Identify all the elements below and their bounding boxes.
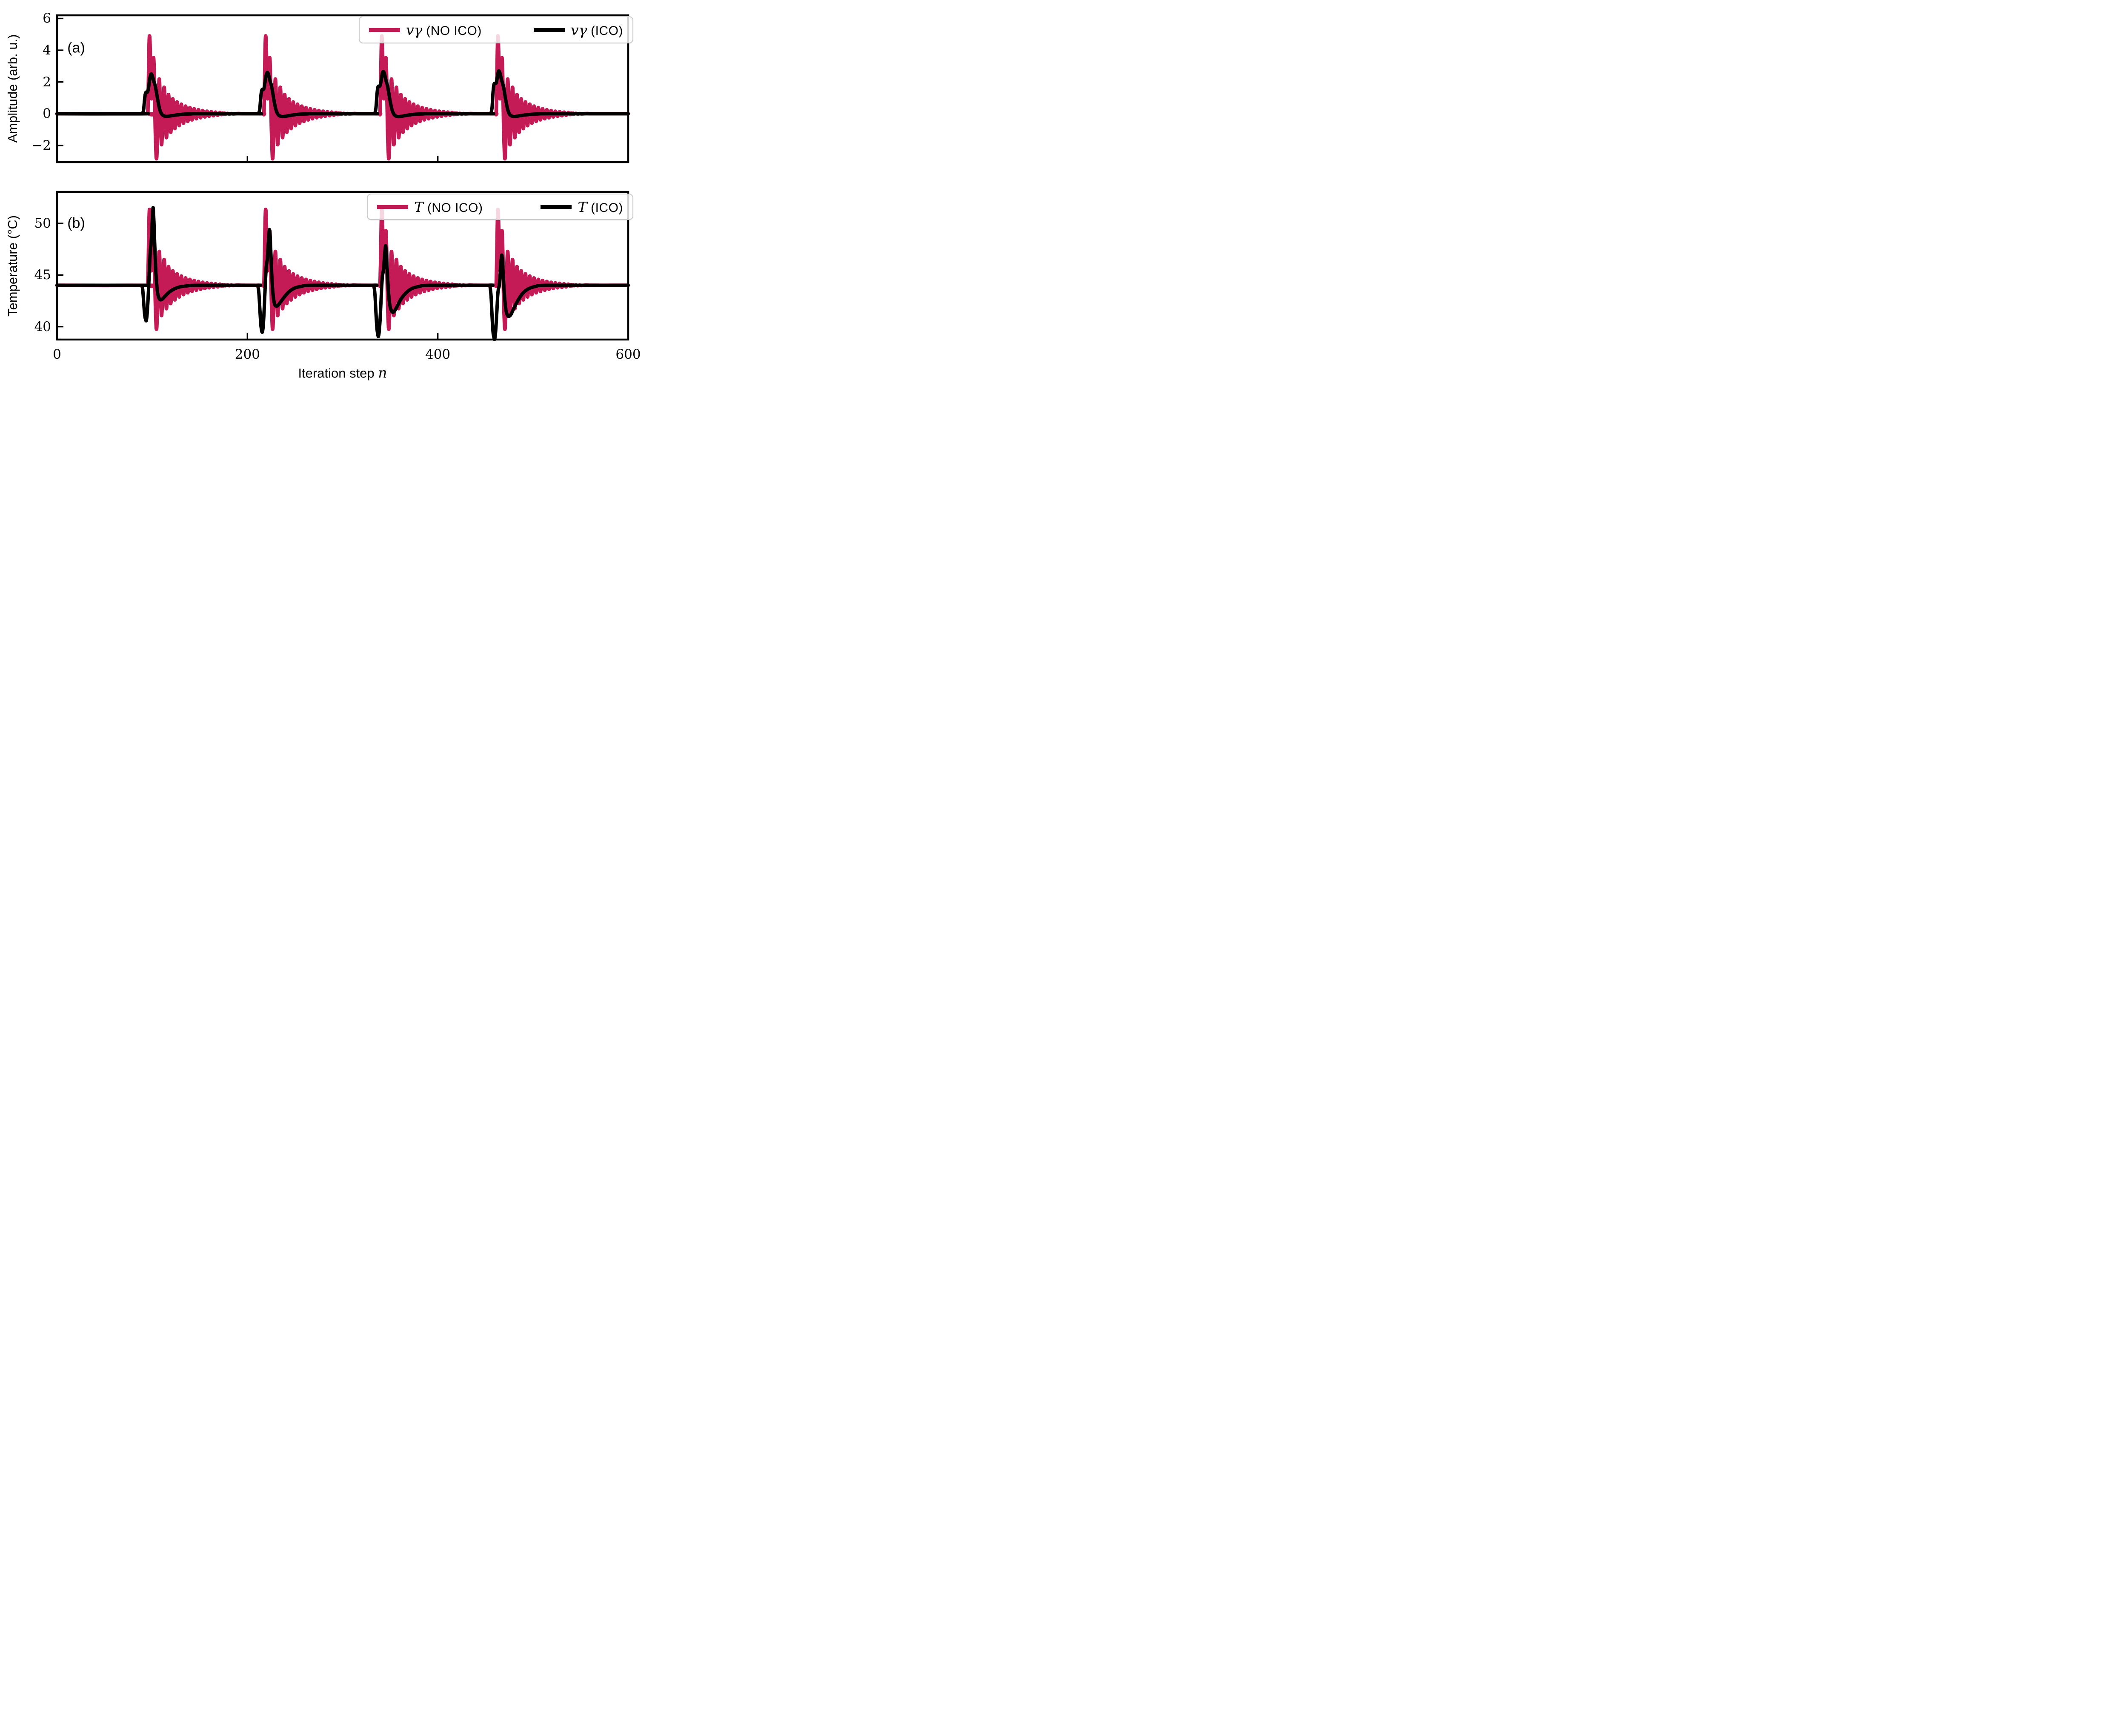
legend-label: T (NO ICO) xyxy=(414,199,483,215)
y-tick-label-6: 6 xyxy=(43,11,51,26)
x-axis-label-text: Iteration step xyxy=(298,365,378,381)
legend-rest-no-ico: (NO ICO) xyxy=(423,200,483,215)
legend-line-swatch-ico xyxy=(533,28,565,32)
legend-item-t-no-ico: T (NO ICO) xyxy=(377,199,483,215)
legend-rest-no-ico: (NO ICO) xyxy=(422,23,482,38)
legend-math-t: T xyxy=(414,198,424,215)
axes-spines-panel-a xyxy=(56,14,629,163)
panel-a-label: (a) xyxy=(67,40,85,56)
figure: Amplitude (arb. u.) Temperature (°C) Ite… xyxy=(0,0,647,386)
x-tick-label-600: 600 xyxy=(615,347,641,362)
legend-label: T (ICO) xyxy=(578,199,623,215)
panel-b-label: (b) xyxy=(67,215,85,231)
y-tick-label-50: 50 xyxy=(34,216,51,231)
legend-panel-b: T (NO ICO) T (ICO) xyxy=(367,194,633,220)
legend-line-swatch-ico xyxy=(541,205,572,209)
series-no-ico-panel-b xyxy=(55,207,630,331)
axes-spines-panel-b xyxy=(56,191,629,341)
legend-label: vγ (ICO) xyxy=(571,22,623,38)
legend-panel-a: vγ (NO ICO) vγ (ICO) xyxy=(359,16,633,43)
y-tick-label-45: 45 xyxy=(34,267,51,283)
legend-item-vgamma-ico: vγ (ICO) xyxy=(533,22,623,38)
y-tick-label-0: 0 xyxy=(43,106,51,122)
plot-canvas xyxy=(55,14,630,341)
legend-line-swatch-no-ico xyxy=(369,28,400,32)
x-tick-label-200: 200 xyxy=(235,347,260,362)
x-axis-label: Iteration step n xyxy=(298,365,387,381)
y-tick-label-2: 2 xyxy=(43,74,51,90)
legend-math-vgamma: vγ xyxy=(406,21,423,38)
series-no-ico-panel-a xyxy=(55,34,630,161)
legend-item-t-ico: T (ICO) xyxy=(541,199,623,215)
x-tick-label-0: 0 xyxy=(53,347,61,362)
legend-label: vγ (NO ICO) xyxy=(406,22,482,38)
legend-rest-ico: (ICO) xyxy=(587,200,623,215)
legend-rest-ico: (ICO) xyxy=(587,23,623,38)
x-axis-label-math-n: n xyxy=(378,364,387,381)
x-tick-label-400: 400 xyxy=(425,347,451,362)
legend-math-t: T xyxy=(578,198,587,215)
legend-math-vgamma: vγ xyxy=(570,21,587,38)
legend-item-vgamma-no-ico: vγ (NO ICO) xyxy=(369,22,482,38)
y-tick-label--2: −2 xyxy=(31,137,51,153)
series-ico-panel-b xyxy=(55,206,630,341)
y-tick-label-4: 4 xyxy=(43,43,51,58)
legend-line-swatch-no-ico xyxy=(377,205,408,209)
series-ico-panel-a xyxy=(55,69,630,119)
y-tick-label-40: 40 xyxy=(34,319,51,334)
